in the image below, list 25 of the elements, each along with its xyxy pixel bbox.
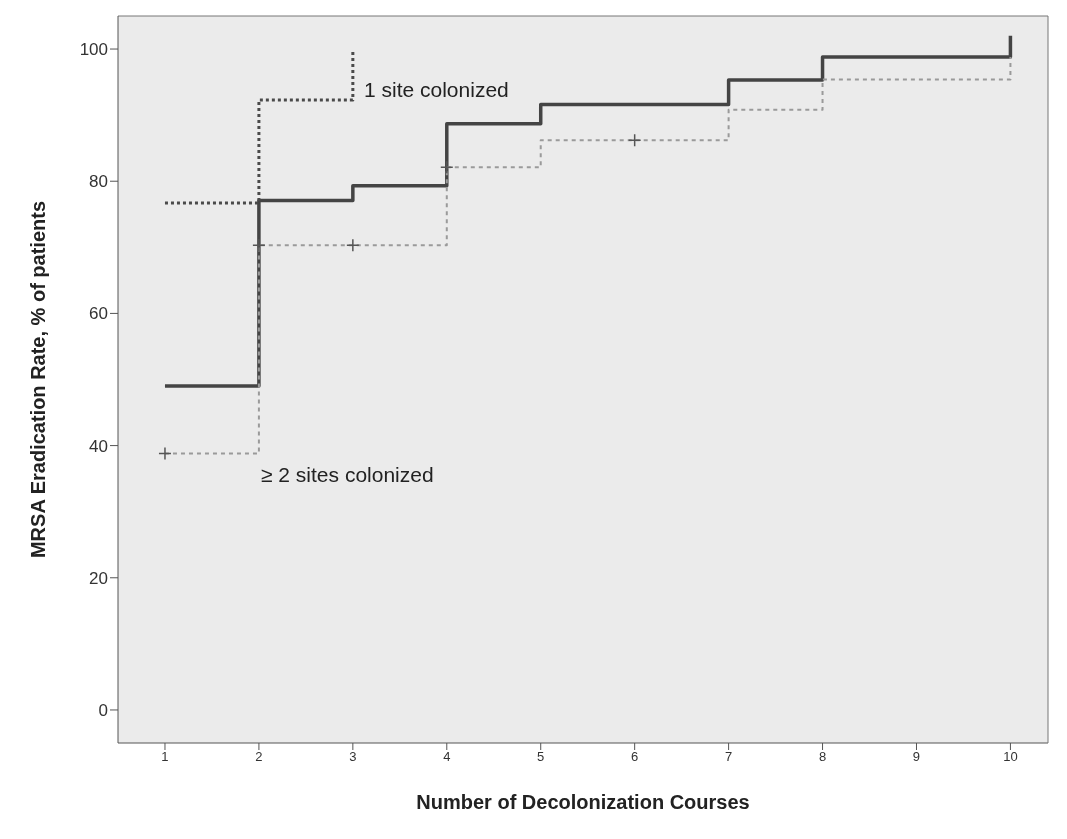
y-tick-label: 100 [79,40,108,60]
x-axis-title: Number of Decolonization Courses [416,791,750,813]
x-tick-label: 10 [1003,749,1018,765]
y-axis-title: MRSA Eradication Rate, % of patients [27,200,50,559]
point [252,238,266,253]
x-tick-label: 3 [349,749,357,765]
y-tick-label: 40 [89,436,108,456]
y-tick-label: 0 [98,700,108,720]
x-tick-label: 6 [631,749,639,765]
point [346,238,360,253]
x-tick-label: 4 [443,749,451,765]
point [440,160,454,175]
y-tick-label: 60 [89,304,108,324]
x-tick-label: 1 [161,749,169,765]
y-tick-label: 80 [89,172,108,192]
x-tick-label: 9 [912,749,921,765]
x-tick-label: 5 [537,749,545,765]
annotation: ≥ 2 sites colonized [261,463,434,487]
x-tick-label: 8 [818,749,827,765]
point [627,133,642,147]
point [158,446,172,461]
x-tick-label: 2 [255,749,263,765]
y-tick-label: 20 [89,568,108,588]
x-tick-label: 7 [724,749,733,765]
annotation: 1 site colonized [364,78,509,102]
